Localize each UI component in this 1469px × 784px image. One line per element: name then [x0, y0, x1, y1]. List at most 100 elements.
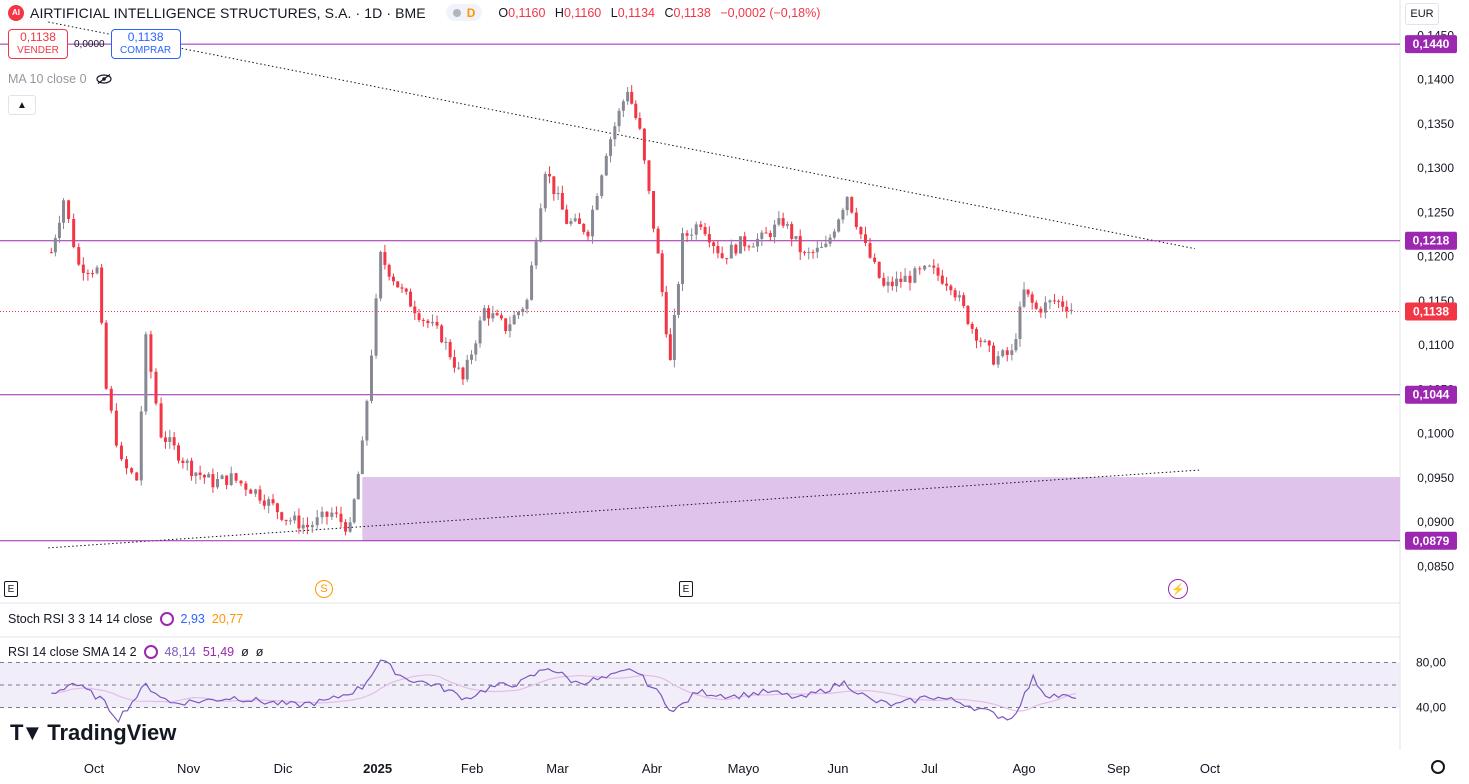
rsi-legend[interactable]: RSI 14 close SMA 14 2 48,14 51,49 ø ø	[8, 645, 263, 659]
ohlc-high-key: H	[554, 5, 564, 20]
support-zone	[362, 477, 1400, 541]
tradingview-logo[interactable]: T▼ TradingView	[10, 720, 176, 746]
sell-button[interactable]: 0,1138 VENDER	[8, 29, 68, 59]
candle-body	[734, 244, 738, 254]
candle-body	[249, 489, 253, 494]
symbol-title[interactable]: AIRTIFICIAL INTELLIGENCE STRUCTURES, S.A…	[30, 4, 426, 21]
candle-body	[360, 440, 364, 475]
earnings-event-marker[interactable]: E	[4, 581, 18, 597]
candle-body	[315, 517, 319, 526]
x-tick-label: Abr	[642, 761, 663, 776]
candle-body	[949, 285, 953, 291]
candle-body	[987, 340, 991, 346]
x-tick-label: Mar	[546, 761, 569, 776]
candle-body	[440, 325, 444, 343]
x-tick-label: Oct	[84, 761, 105, 776]
split-event-marker[interactable]: S	[315, 580, 333, 598]
spread-value: 0,0000	[74, 38, 105, 50]
candle-body	[617, 110, 621, 127]
candle-body	[465, 359, 469, 380]
candle-body	[781, 218, 785, 226]
candle-body	[703, 226, 707, 235]
candle-body	[747, 246, 751, 248]
candle-body	[1061, 301, 1065, 307]
candle-body	[254, 489, 258, 494]
candle-body	[548, 173, 552, 177]
candle-body	[1034, 302, 1038, 309]
candle-body	[552, 176, 556, 195]
candle-body	[845, 196, 849, 210]
x-tick-label: Oct	[1200, 761, 1221, 776]
ma-indicator-legend[interactable]: MA 10 close 0	[8, 72, 113, 86]
candle-body	[262, 500, 266, 506]
candle-body	[352, 499, 356, 523]
collapse-legend-button[interactable]: ▲	[8, 95, 36, 115]
chevron-up-icon: ▲	[17, 99, 27, 111]
candle-body	[207, 474, 211, 478]
candle-body	[854, 212, 858, 227]
candle-body	[729, 244, 733, 259]
candle-body	[634, 103, 638, 118]
eye-hidden-icon[interactable]	[95, 74, 113, 84]
candle-body	[1048, 300, 1052, 303]
candle-body	[81, 264, 85, 273]
candle-body	[57, 222, 61, 239]
last-price-badge-bg	[1405, 302, 1457, 321]
candle-body	[681, 233, 685, 285]
stoch-rsi-legend[interactable]: Stoch RSI 3 3 14 14 close 2,93 20,77	[8, 612, 243, 626]
candle-body	[676, 284, 680, 315]
candle-body	[495, 313, 499, 316]
refresh-icon	[143, 645, 158, 659]
candle-body	[365, 400, 369, 441]
candle-body	[478, 320, 482, 344]
lightning-event-icon[interactable]: ⚡	[1168, 579, 1188, 599]
candle-body	[890, 281, 894, 287]
stoch-d-value: 20,77	[211, 612, 244, 626]
candle-body	[953, 290, 957, 298]
ohlc-low-value: 0,1134	[617, 5, 656, 20]
candle-body	[807, 251, 811, 253]
candle-body	[899, 278, 903, 282]
buy-button[interactable]: 0,1138 COMPRAR	[110, 29, 181, 59]
stoch-rsi-label: Stoch RSI 3 3 14 14 close	[8, 612, 153, 626]
y-tick-label: 0,0950	[1417, 471, 1454, 485]
candle-body	[690, 234, 694, 236]
ohlc-change-value: −0,0002 (−0,18%)	[720, 5, 821, 20]
candle-body	[630, 91, 634, 104]
level-badge: 0,1218	[1413, 234, 1450, 248]
candle-body	[820, 246, 824, 248]
candle-body	[940, 275, 944, 284]
currency-selector[interactable]: EUR	[1405, 3, 1439, 25]
x-tick-label: Jun	[828, 761, 849, 776]
y-tick-label: 0,1400	[1417, 73, 1454, 87]
candle-body	[534, 241, 538, 266]
buy-price: 0,1138	[127, 30, 164, 44]
candle-body	[334, 512, 338, 514]
ohlc-close-value: 0,1138	[673, 5, 711, 20]
candle-body	[1043, 302, 1047, 313]
candle-body	[903, 275, 907, 282]
candle-body	[832, 231, 836, 238]
candle-body	[1001, 350, 1005, 357]
candle-body	[543, 173, 547, 209]
candle-body	[1053, 300, 1057, 302]
candle-body	[1065, 306, 1069, 311]
ohlc-readout: O0,1160 H0,1160 L0,1134 C0,1138 −0,0002 …	[498, 6, 826, 20]
candle-body	[913, 268, 917, 283]
candle-body	[738, 236, 742, 254]
rsi-sma-line	[51, 674, 1077, 712]
candle-body	[181, 460, 185, 463]
market-status-pill[interactable]: D	[445, 4, 483, 21]
candle-body	[979, 340, 983, 342]
candle-body	[49, 252, 53, 254]
candle-body	[886, 281, 890, 286]
tradingview-wordmark: TradingView	[47, 720, 177, 745]
candle-body	[163, 437, 167, 442]
y-tick-label: 0,1250	[1417, 205, 1454, 219]
level-badge-bg	[1405, 35, 1457, 54]
settings-gear-icon[interactable]	[1431, 760, 1445, 774]
candle-body	[104, 322, 108, 389]
candle-body	[374, 298, 378, 356]
earnings-event-marker-2[interactable]: E	[679, 581, 693, 597]
